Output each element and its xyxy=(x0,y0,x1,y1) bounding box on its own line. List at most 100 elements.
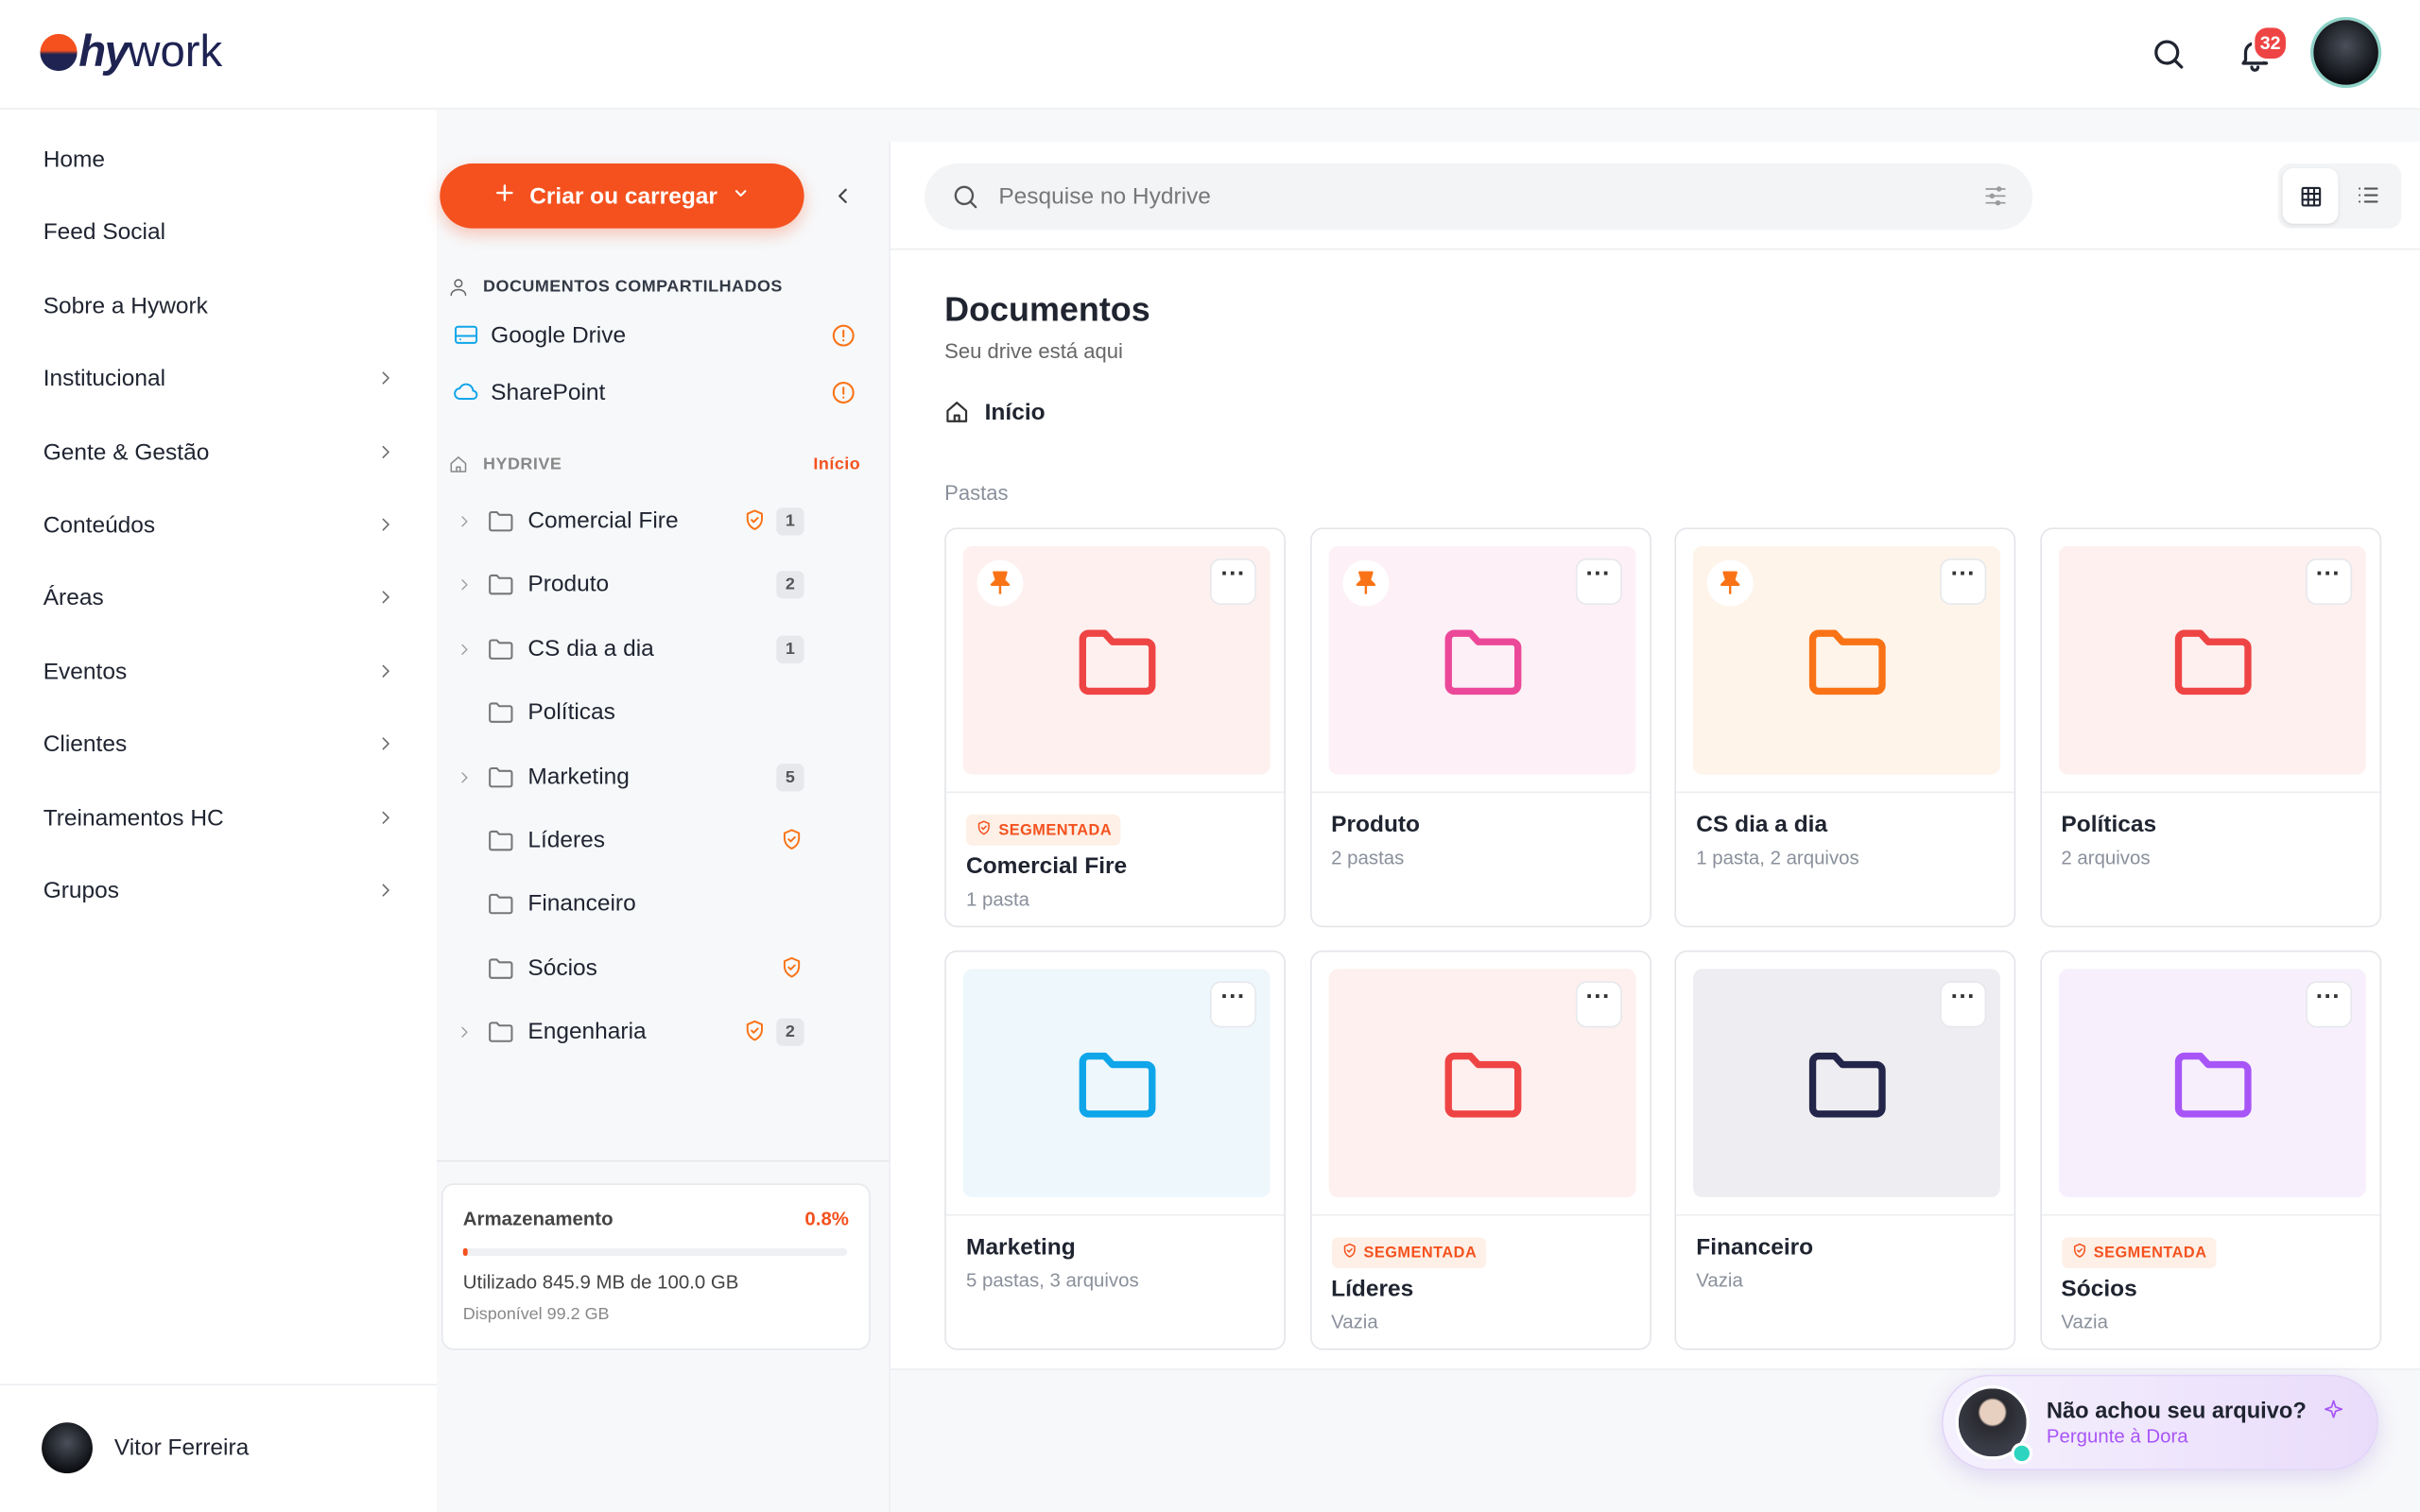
icon xyxy=(489,639,513,660)
segmented-icon xyxy=(779,954,804,987)
icon xyxy=(382,884,389,897)
segmented-icon xyxy=(976,819,993,841)
more-button[interactable]: ··· xyxy=(1940,981,1987,1028)
icon xyxy=(496,184,513,201)
tree-folder-icon xyxy=(486,762,515,799)
icon xyxy=(450,456,467,472)
nav-chevron xyxy=(375,368,397,397)
folder-thumbnail: ··· xyxy=(962,545,1270,775)
more-button[interactable]: ··· xyxy=(2305,558,2352,605)
segmented-icon xyxy=(779,827,804,859)
folder-card[interactable]: ··· SEGMENTADA Comercial Fire 1 pasta xyxy=(944,527,1286,928)
top-strip xyxy=(437,109,2420,143)
card-divider xyxy=(945,1213,1285,1216)
shared-item[interactable]: SharePoint xyxy=(491,379,606,406)
folder-icon xyxy=(1801,1037,1893,1137)
card-divider xyxy=(2041,791,2379,794)
more-button[interactable]: ··· xyxy=(1575,981,1622,1028)
folder-card[interactable]: ··· Marketing 5 pastas, 3 arquivos xyxy=(944,950,1286,1350)
view-toggle xyxy=(2277,163,2402,229)
nav-item[interactable]: Eventos xyxy=(43,658,128,685)
nav-item[interactable]: Conteúdos xyxy=(43,512,156,539)
folder-card[interactable]: ··· Financeiro Vazia xyxy=(1674,950,2016,1350)
notification-count: 32 xyxy=(2252,25,2290,62)
tree-folder[interactable]: Políticas xyxy=(527,698,615,726)
icon xyxy=(783,956,801,978)
tree-folder[interactable]: Engenharia xyxy=(527,1018,647,1045)
nav-chevron xyxy=(375,806,397,835)
nav-item[interactable]: Gente & Gestão xyxy=(43,438,210,466)
folder-thumbnail: ··· xyxy=(1693,969,2000,1197)
icon xyxy=(2073,1243,2085,1258)
shared-item[interactable]: Google Drive xyxy=(491,322,627,349)
tree-folder[interactable]: CS dia a dia xyxy=(527,635,654,662)
nav-item[interactable]: Institucional xyxy=(43,366,166,392)
icon xyxy=(1443,1052,1521,1118)
icon xyxy=(946,402,968,422)
card-name: Marketing xyxy=(966,1234,1076,1261)
folder-card[interactable]: ··· SEGMENTADA Sócios Vazia xyxy=(2039,950,2381,1350)
breadcrumb[interactable]: Início xyxy=(984,399,1046,426)
nav-item[interactable]: Treinamentos HC xyxy=(43,804,224,832)
tree-chevron xyxy=(456,1022,475,1049)
icon xyxy=(461,516,468,527)
folder-thumbnail: ··· xyxy=(962,969,1270,1197)
create-button[interactable]: Criar ou carregar xyxy=(440,163,804,229)
card-name: Produto xyxy=(1331,811,1421,838)
icon xyxy=(489,1022,513,1043)
nav-item[interactable]: Clientes xyxy=(43,731,128,758)
plus-icon xyxy=(493,180,517,212)
tree-folder[interactable]: Líderes xyxy=(527,827,606,853)
icon xyxy=(1079,1052,1156,1118)
folder-card[interactable]: ··· CS dia a dia 1 pasta, 2 arquivos xyxy=(1674,527,2016,928)
user-avatar xyxy=(42,1422,93,1474)
tree-folder[interactable]: Comercial Fire xyxy=(527,507,679,534)
nav-item[interactable]: Grupos xyxy=(43,877,120,904)
nav-item[interactable]: Áreas xyxy=(43,585,104,612)
tree-folder[interactable]: Produto xyxy=(527,571,610,598)
more-button[interactable]: ··· xyxy=(1209,981,1256,1028)
folder-icon xyxy=(1801,614,1893,714)
collapse-button[interactable] xyxy=(830,183,855,215)
tree-folder[interactable]: Sócios xyxy=(527,954,597,982)
tree-folder[interactable]: Marketing xyxy=(527,763,630,790)
assistant-prompt[interactable]: Não achou seu arquivo? Pergunte à Dora xyxy=(1941,1374,2378,1470)
grid-view[interactable] xyxy=(2282,167,2339,224)
segmented-badge: SEGMENTADA xyxy=(2061,1237,2217,1269)
nav-chevron xyxy=(375,514,397,543)
more-button[interactable]: ··· xyxy=(1575,558,1622,605)
nav-item[interactable]: Home xyxy=(43,146,106,173)
tree-chevron xyxy=(456,766,475,794)
shared-icon xyxy=(452,378,479,414)
folder-thumbnail: ··· xyxy=(1327,969,1635,1197)
more-button[interactable]: ··· xyxy=(1209,558,1256,605)
tree-folder[interactable]: Financeiro xyxy=(527,890,636,918)
card-meta: Vazia xyxy=(2061,1311,2108,1333)
folder-card[interactable]: ··· Produto 2 pastas xyxy=(1309,527,1651,928)
list-view[interactable] xyxy=(2355,182,2381,216)
tree-folder-icon xyxy=(486,954,515,990)
nav-item[interactable]: Feed Social xyxy=(43,219,166,247)
card-meta: 2 arquivos xyxy=(2061,847,2151,869)
panel-divider xyxy=(437,1160,890,1162)
hydrive-link[interactable]: Início xyxy=(813,455,861,474)
icon xyxy=(461,579,468,591)
user-name: Vitor Ferreira xyxy=(113,1435,250,1462)
profile-avatar[interactable] xyxy=(2313,20,2378,85)
tree-folder-icon xyxy=(486,634,515,671)
tree-folder-icon xyxy=(486,570,515,607)
nav-item[interactable]: Sobre a Hywork xyxy=(43,292,208,319)
folder-thumbnail: ··· xyxy=(2058,969,2366,1197)
icon xyxy=(977,820,990,835)
create-label: Criar ou carregar xyxy=(529,182,717,210)
more-button[interactable]: ··· xyxy=(1940,558,1987,605)
folder-card[interactable]: ··· SEGMENTADA Líderes Vazia xyxy=(1309,950,1651,1350)
more-button[interactable]: ··· xyxy=(2305,981,2352,1028)
search-button[interactable] xyxy=(2150,36,2187,80)
folder-card[interactable]: ··· Políticas 2 arquivos xyxy=(2039,527,2381,928)
search-box[interactable]: Pesquise no Hydrive xyxy=(924,163,2033,231)
card-meta: 1 pasta, 2 arquivos xyxy=(1696,847,1859,869)
icon xyxy=(1985,186,2006,206)
tree-count: 1 xyxy=(776,635,804,663)
